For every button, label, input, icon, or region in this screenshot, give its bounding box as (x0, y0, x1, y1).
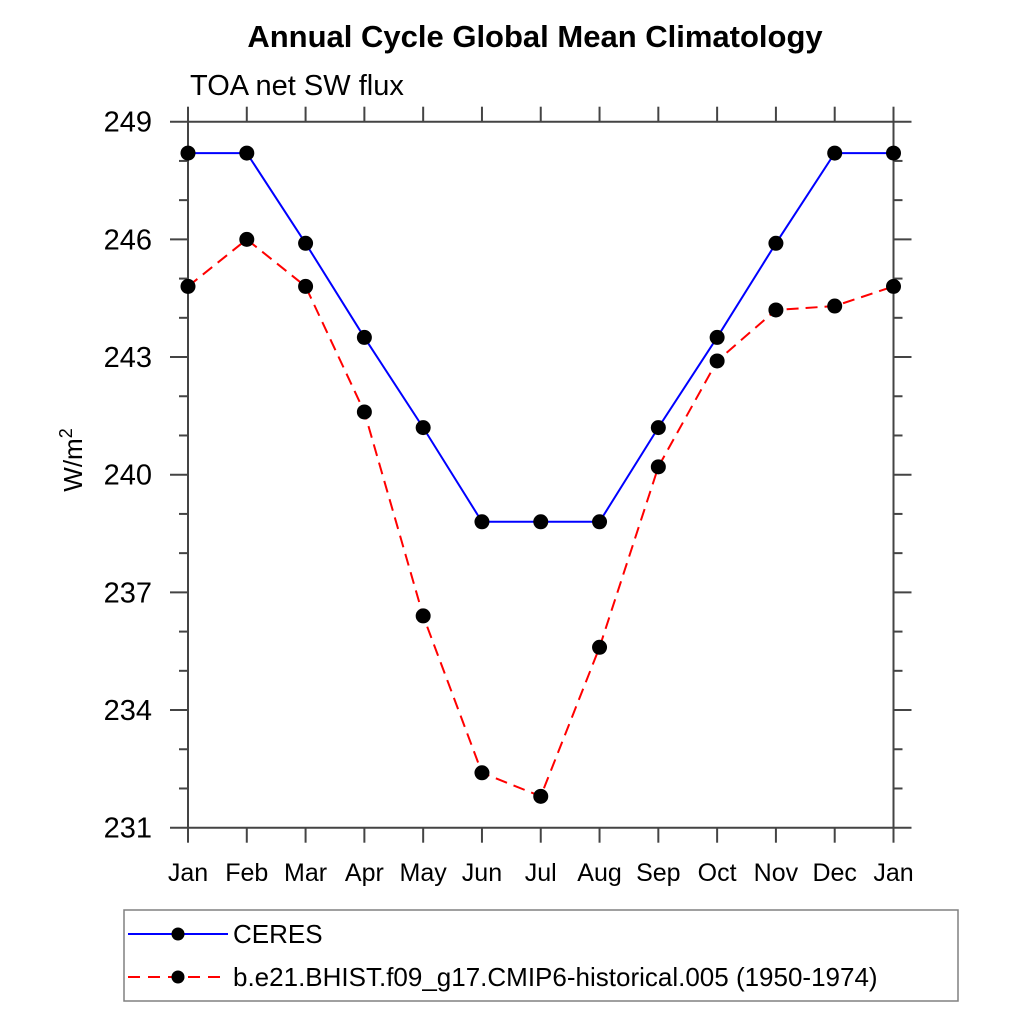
data-point (592, 639, 608, 655)
axes: 231 234 237 240 243 246 249 Jan Feb Mar Apr May Jun J… (104, 106, 914, 887)
x-tick-label: Jul (525, 859, 557, 887)
data-point (180, 145, 196, 161)
data-point (474, 765, 490, 781)
x-tick-label: Jan (168, 859, 208, 887)
x-tick-label: Feb (225, 859, 268, 887)
series-lines (180, 145, 901, 804)
data-point (709, 329, 725, 345)
data-point (356, 329, 372, 345)
legend-label: b.e21.BHIST.f09_g17.CMIP6-historical.005… (233, 962, 878, 992)
data-point (886, 278, 901, 294)
y-tick-label: 246 (104, 224, 152, 256)
data-point (239, 145, 255, 161)
data-point (474, 514, 490, 530)
data-point (415, 608, 431, 624)
chart-subtitle: TOA net SW flux (190, 70, 404, 102)
y-tick-label: 234 (104, 695, 152, 727)
x-tick-label: Jun (462, 859, 502, 887)
x-tick-label: Mar (284, 859, 327, 887)
x-tick-label: Dec (812, 859, 856, 887)
legend-marker (171, 927, 185, 941)
legend-label: CERES (233, 919, 323, 949)
y-tick-label: 231 (104, 813, 152, 845)
data-point (415, 420, 431, 436)
data-point (533, 514, 549, 530)
data-point (592, 514, 608, 530)
series-line-ceres (188, 152, 894, 523)
chart-title: Annual Cycle Global Mean Climatology (247, 19, 823, 54)
data-point (886, 145, 901, 161)
data-point (533, 788, 549, 804)
x-tick-label: Nov (754, 859, 799, 887)
data-point (298, 278, 314, 294)
data-point (239, 231, 255, 247)
x-tick-label: Oct (698, 859, 737, 887)
data-point (298, 235, 314, 251)
x-tick-label: May (400, 859, 448, 887)
x-tick-label: Sep (636, 859, 680, 887)
data-point (827, 145, 843, 161)
x-tick-label: Aug (577, 859, 621, 887)
data-point (827, 298, 843, 314)
x-tick-label: Apr (345, 859, 384, 887)
y-axis-label: W/m2 (56, 428, 88, 491)
data-point (768, 302, 784, 318)
data-point (768, 235, 784, 251)
data-point (709, 353, 725, 369)
legend-box (123, 909, 959, 1002)
y-tick-label: 240 (104, 460, 152, 492)
y-tick-label: 237 (104, 577, 152, 609)
legend: CERES b.e21.BHIST.f09_g17.CMIP6-historica… (123, 909, 959, 1002)
data-point (356, 404, 372, 420)
data-point (650, 420, 666, 436)
data-point (180, 278, 196, 294)
y-tick-label: 249 (104, 107, 152, 139)
y-tick-label: 243 (104, 342, 152, 374)
legend-marker (171, 970, 185, 984)
data-point (650, 459, 666, 475)
x-tick-label: Jan (873, 859, 913, 887)
